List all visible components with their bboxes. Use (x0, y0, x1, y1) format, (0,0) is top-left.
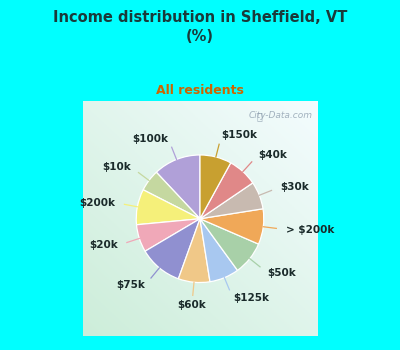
Text: $50k: $50k (267, 268, 296, 278)
Wedge shape (136, 219, 200, 251)
Wedge shape (143, 172, 200, 219)
Text: $40k: $40k (258, 150, 287, 160)
Wedge shape (200, 209, 264, 244)
Text: $10k: $10k (102, 162, 131, 172)
Text: Income distribution in Sheffield, VT
(%): Income distribution in Sheffield, VT (%) (53, 10, 347, 44)
Wedge shape (156, 155, 200, 219)
Text: $75k: $75k (116, 280, 145, 290)
Wedge shape (145, 219, 200, 279)
Wedge shape (200, 219, 238, 282)
Wedge shape (200, 155, 231, 219)
Wedge shape (200, 163, 253, 219)
Text: $200k: $200k (79, 198, 115, 208)
Text: City-Data.com: City-Data.com (248, 111, 312, 120)
Text: $125k: $125k (233, 294, 269, 303)
Wedge shape (200, 183, 263, 219)
Text: $150k: $150k (222, 130, 258, 140)
Text: $20k: $20k (89, 240, 118, 250)
Text: $60k: $60k (178, 300, 206, 310)
Text: $100k: $100k (132, 133, 168, 143)
Wedge shape (200, 219, 258, 270)
Text: ⓘ: ⓘ (256, 111, 262, 121)
Wedge shape (178, 219, 210, 282)
Text: All residents: All residents (156, 84, 244, 97)
Text: > $200k: > $200k (286, 225, 334, 235)
Wedge shape (136, 190, 200, 225)
Text: $30k: $30k (280, 182, 309, 192)
